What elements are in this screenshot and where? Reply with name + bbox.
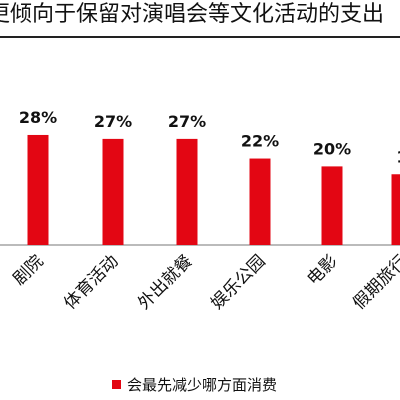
category-label-5: 电影 — [303, 251, 341, 289]
category-label-3: 外出就餐 — [134, 251, 196, 313]
bar-2 — [102, 138, 124, 245]
category-label-2: 体育活动 — [60, 251, 122, 313]
value-label-2: 27% — [94, 112, 132, 131]
bar-5 — [321, 166, 343, 245]
chart-title: 更倾向于保留对演唱会等文化活动的支出 — [0, 2, 385, 27]
value-label-6: 1 — [396, 147, 400, 166]
value-label-4: 22% — [241, 132, 279, 151]
bar-6 — [391, 174, 400, 245]
value-labels-group: 28% 27% 27% 22% 20% 1 — [19, 108, 400, 166]
legend-swatch — [112, 379, 121, 389]
category-labels-group: 剧院 体育活动 外出就餐 娱乐公园 电影 假期旅行 — [9, 251, 400, 313]
value-label-5: 20% — [313, 139, 351, 158]
bar-3 — [176, 138, 198, 245]
bar-4 — [249, 158, 271, 245]
bar-1 — [27, 134, 49, 245]
legend-label: 会最先减少哪方面消费 — [127, 375, 278, 394]
legend: 会最先减少哪方面消费 — [112, 374, 277, 394]
bars-group — [27, 134, 400, 245]
title-underline — [0, 36, 400, 38]
category-label-1: 剧院 — [9, 251, 47, 289]
category-label-4: 娱乐公园 — [207, 251, 269, 313]
value-label-3: 27% — [168, 112, 206, 131]
value-label-1: 28% — [19, 108, 57, 127]
category-label-6: 假期旅行 — [349, 251, 400, 313]
